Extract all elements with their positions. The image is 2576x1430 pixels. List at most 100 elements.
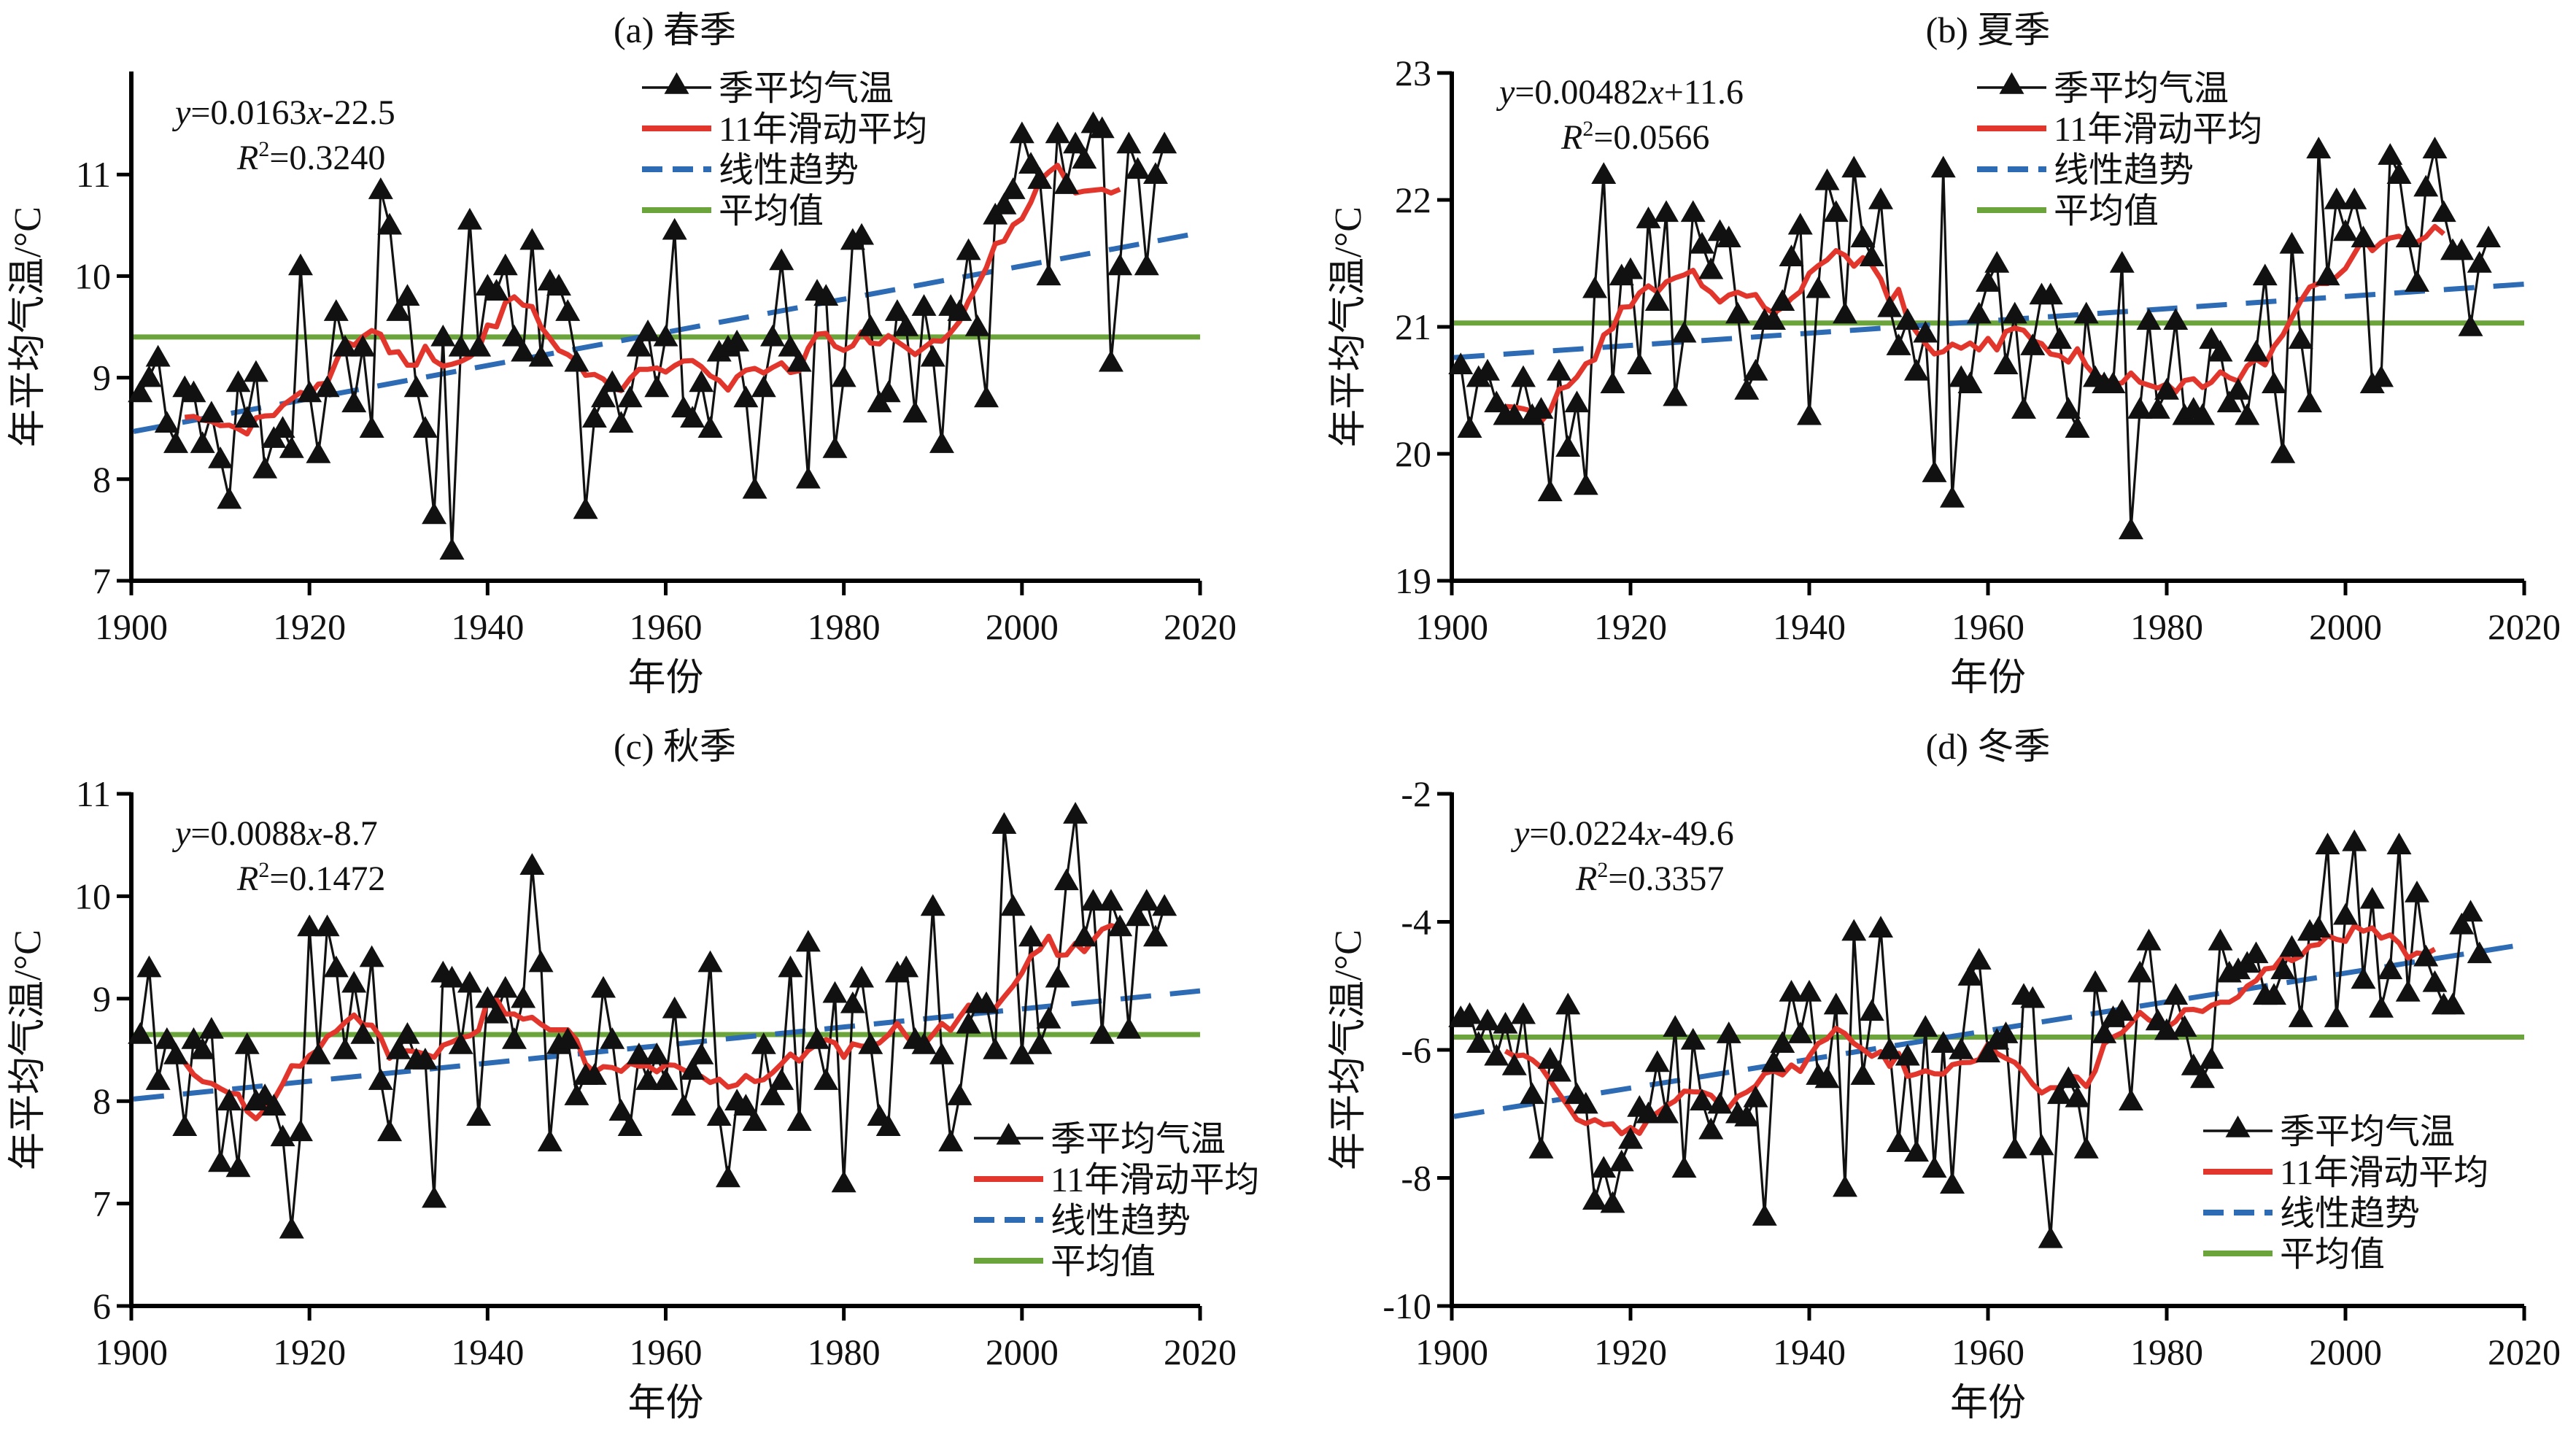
data-point-marker [439,538,465,560]
x-tick-label: 1940 [451,1332,524,1372]
data-point-marker [1868,916,1893,938]
data-point-marker [2243,941,2269,964]
x-tick-label: 1900 [95,606,168,647]
legend-series-marker [996,1123,1021,1145]
data-point-marker [2127,397,2153,419]
data-point-marker [2109,251,2135,273]
x-tick-label: 2020 [1164,606,1237,647]
data-point-marker [422,502,447,525]
data-point-marker [1018,152,1044,174]
data-point-marker [1966,301,1992,324]
data-point-marker [644,375,670,398]
data-point-marker [1904,1140,1929,1162]
data-point-marker [974,991,999,1013]
legend-label: 线性趋势 [1051,1202,1191,1240]
data-point-marker [1053,172,1079,194]
data-point-marker [938,1129,964,1152]
data-point-marker [225,370,251,393]
data-point-marker [1806,276,1831,298]
x-tick-label: 1980 [2130,1332,2203,1372]
data-point-marker [653,324,678,347]
panel-winter: (d) 冬季 -10 -8 -6 -4 -2 1900 1920 1940 1960 1980 20… [1328,726,2561,1424]
data-point-marker [2127,960,2153,983]
data-point-marker [1475,358,1500,381]
data-point-marker [1591,162,1617,184]
data-point-marker [145,1068,171,1090]
data-point-marker [2342,188,2367,209]
data-point-marker [1797,403,1822,425]
data-point-marker [2119,1089,2143,1110]
y-tick-label: -6 [1401,1029,1431,1070]
data-point-marker [911,1032,937,1054]
data-point-marker [314,375,340,398]
data-point-marker [1895,1043,1920,1066]
data-point-marker [2351,225,2376,247]
data-point-marker [858,1032,883,1054]
moving-average-line [1505,223,2446,425]
data-point-markers [128,111,1177,560]
data-point-marker [974,385,999,408]
data-point-marker [2262,983,2286,1005]
data-point-marker [519,853,545,876]
data-point-marker [956,238,981,260]
data-point-marker [1063,802,1088,824]
data-point-marker [724,329,750,352]
data-point-markers [128,802,1177,1239]
x-tick-label: 2020 [2488,606,2561,647]
regression-equation: y=0.00482x+11.6 [1496,73,1744,112]
data-point-marker [875,380,901,403]
data-point-marker [377,212,403,235]
data-point-marker [501,324,527,347]
data-point-marker [1116,1016,1142,1039]
data-point-marker [2288,1005,2313,1027]
panel-autumn: (c) 秋季 6 7 8 9 10 11 1900 1920 1940 1960 1980 2000 2… [7,726,1259,1424]
data-point-marker [1448,352,1474,374]
data-point-marker [1107,914,1133,937]
x-tick-label: 1960 [630,606,703,647]
data-point-marker [2279,231,2305,254]
data-point-marker [1501,1053,1527,1075]
eq-body: =0.0088 [190,814,306,853]
data-point-marker [208,1150,233,1172]
data-point-marker [991,812,1017,834]
x-tick-label: 2000 [986,606,1059,647]
legend-label: 线性趋势 [719,151,859,190]
data-point-marker [964,314,990,336]
data-point-marker [2315,263,2340,286]
data-point-marker [894,955,919,978]
data-point-marker [555,1027,581,1049]
data-point-marker [1814,168,1840,190]
data-point-marker [2065,416,2090,438]
data-point-marker [163,1043,189,1064]
panel-title: (a) 春季 [614,9,736,50]
data-point-marker [2449,238,2475,260]
data-point-marker [2422,136,2448,159]
data-point-marker [1680,1027,1706,1050]
x-axis-label: 年份 [1950,1383,2026,1424]
data-point-marker [742,1109,767,1132]
data-point-marker [2395,980,2421,1002]
data-point-marker [2119,517,2143,540]
data-point-marker [617,385,643,408]
data-point-marker [377,1119,403,1142]
x-tick-label: 1920 [273,606,346,647]
data-point-marker [1663,1015,1688,1037]
x-tick-label: 1960 [1952,1332,2024,1372]
x-tick-label: 2020 [1164,1332,1237,1372]
data-point-marker [1466,1031,1491,1053]
data-point-marker [1018,924,1044,947]
x-axis-label: 年份 [627,1383,703,1424]
data-point-marker [2243,339,2269,362]
data-point-marker [1949,1037,1974,1059]
data-point-marker [662,217,687,240]
data-point-marker [1027,167,1053,189]
data-point-marker [439,965,465,988]
data-point-marker [581,1063,607,1085]
data-point-marker [591,975,616,998]
data-point-marker [697,950,723,973]
data-point-marker [2092,1021,2117,1043]
data-point-marker [1573,1091,1598,1114]
data-point-marker [795,930,821,952]
data-point-marker [1707,1091,1733,1114]
